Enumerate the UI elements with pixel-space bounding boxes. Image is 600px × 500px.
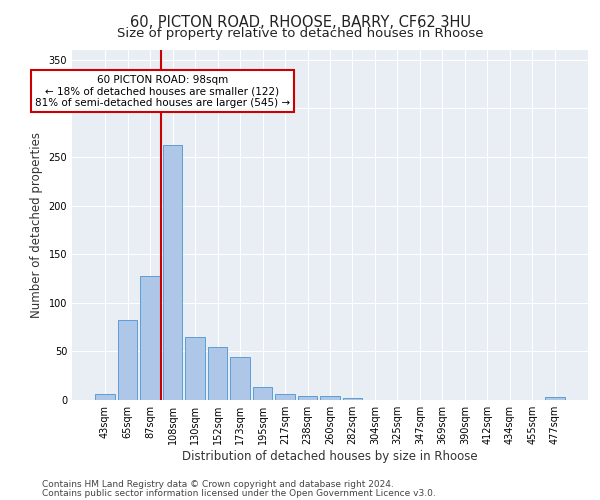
Bar <box>185 337 205 400</box>
Bar <box>118 320 137 400</box>
Bar <box>253 388 272 400</box>
Bar <box>140 276 160 400</box>
Bar <box>298 396 317 400</box>
Text: Contains public sector information licensed under the Open Government Licence v3: Contains public sector information licen… <box>42 488 436 498</box>
Text: 60 PICTON ROAD: 98sqm
← 18% of detached houses are smaller (122)
81% of semi-det: 60 PICTON ROAD: 98sqm ← 18% of detached … <box>35 74 290 108</box>
Bar <box>343 398 362 400</box>
Bar <box>230 357 250 400</box>
Bar <box>545 397 565 400</box>
Text: Contains HM Land Registry data © Crown copyright and database right 2024.: Contains HM Land Registry data © Crown c… <box>42 480 394 489</box>
Bar <box>163 146 182 400</box>
Bar <box>95 394 115 400</box>
Bar <box>275 394 295 400</box>
Text: 60, PICTON ROAD, RHOOSE, BARRY, CF62 3HU: 60, PICTON ROAD, RHOOSE, BARRY, CF62 3HU <box>130 15 470 30</box>
Bar <box>208 346 227 400</box>
X-axis label: Distribution of detached houses by size in Rhoose: Distribution of detached houses by size … <box>182 450 478 463</box>
Y-axis label: Number of detached properties: Number of detached properties <box>30 132 43 318</box>
Text: Size of property relative to detached houses in Rhoose: Size of property relative to detached ho… <box>117 28 483 40</box>
Bar <box>320 396 340 400</box>
